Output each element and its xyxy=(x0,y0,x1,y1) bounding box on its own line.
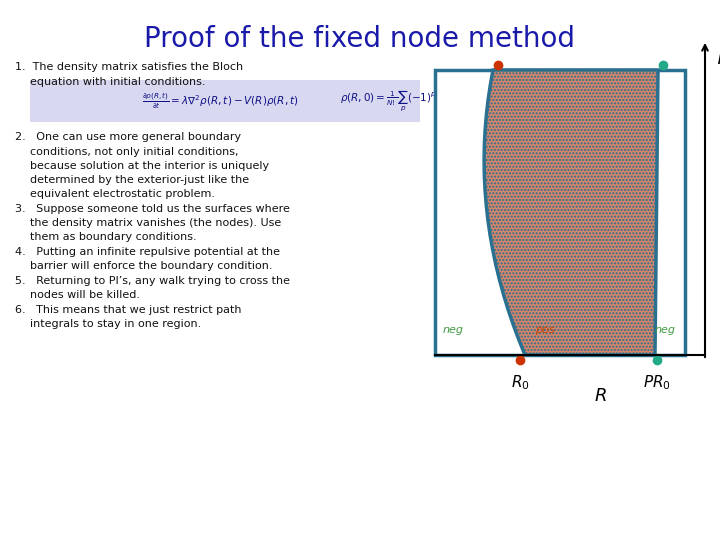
Text: 6.   This means that we just restrict path: 6. This means that we just restrict path xyxy=(15,305,241,315)
Text: neg: neg xyxy=(654,325,675,335)
Text: $\beta$: $\beta$ xyxy=(717,44,720,66)
Text: neg: neg xyxy=(443,325,464,335)
Polygon shape xyxy=(484,70,658,355)
Text: 5.   Returning to PI’s, any walk trying to cross the: 5. Returning to PI’s, any walk trying to… xyxy=(15,276,290,286)
Text: equation with initial conditions.: equation with initial conditions. xyxy=(30,77,205,87)
Text: Proof of the fixed node method: Proof of the fixed node method xyxy=(145,25,575,53)
Text: 3.   Suppose someone told us the surfaces where: 3. Suppose someone told us the surfaces … xyxy=(15,204,290,214)
Text: integrals to stay in one region.: integrals to stay in one region. xyxy=(30,319,202,329)
Text: pos: pos xyxy=(535,325,555,335)
Bar xyxy=(435,70,685,355)
Text: them as boundary conditions.: them as boundary conditions. xyxy=(30,232,197,242)
Text: barrier will enforce the boundary condition.: barrier will enforce the boundary condit… xyxy=(30,261,272,271)
Text: 2.   One can use more general boundary: 2. One can use more general boundary xyxy=(15,132,241,142)
Text: $R_0$: $R_0$ xyxy=(510,373,529,392)
Text: $\rho(R,0)=\frac{1}{N!}\sum_p(-1)^p\delta(R-PR_0)$: $\rho(R,0)=\frac{1}{N!}\sum_p(-1)^p\delt… xyxy=(340,89,490,113)
Text: $\frac{\partial\rho(R,t)}{\partial t} = \lambda\nabla^2\rho(R,t)-V(R)\rho(R,t)$: $\frac{\partial\rho(R,t)}{\partial t} = … xyxy=(142,91,298,111)
Text: $R$: $R$ xyxy=(593,387,606,405)
Text: nodes will be killed.: nodes will be killed. xyxy=(30,290,140,300)
Bar xyxy=(30,80,420,122)
Text: conditions, not only initial conditions,: conditions, not only initial conditions, xyxy=(30,147,238,157)
Text: equivalent electrostatic problem.: equivalent electrostatic problem. xyxy=(30,189,215,199)
Text: because solution at the interior is uniquely: because solution at the interior is uniq… xyxy=(30,161,269,171)
Text: 4.   Putting an infinite repulsive potential at the: 4. Putting an infinite repulsive potenti… xyxy=(15,247,280,257)
Text: the density matrix vanishes (the nodes). Use: the density matrix vanishes (the nodes).… xyxy=(30,218,282,228)
Text: 1.  The density matrix satisfies the Bloch: 1. The density matrix satisfies the Bloc… xyxy=(15,62,243,72)
Text: $PR_0$: $PR_0$ xyxy=(643,373,671,392)
Text: determined by the exterior-just like the: determined by the exterior-just like the xyxy=(30,175,249,185)
